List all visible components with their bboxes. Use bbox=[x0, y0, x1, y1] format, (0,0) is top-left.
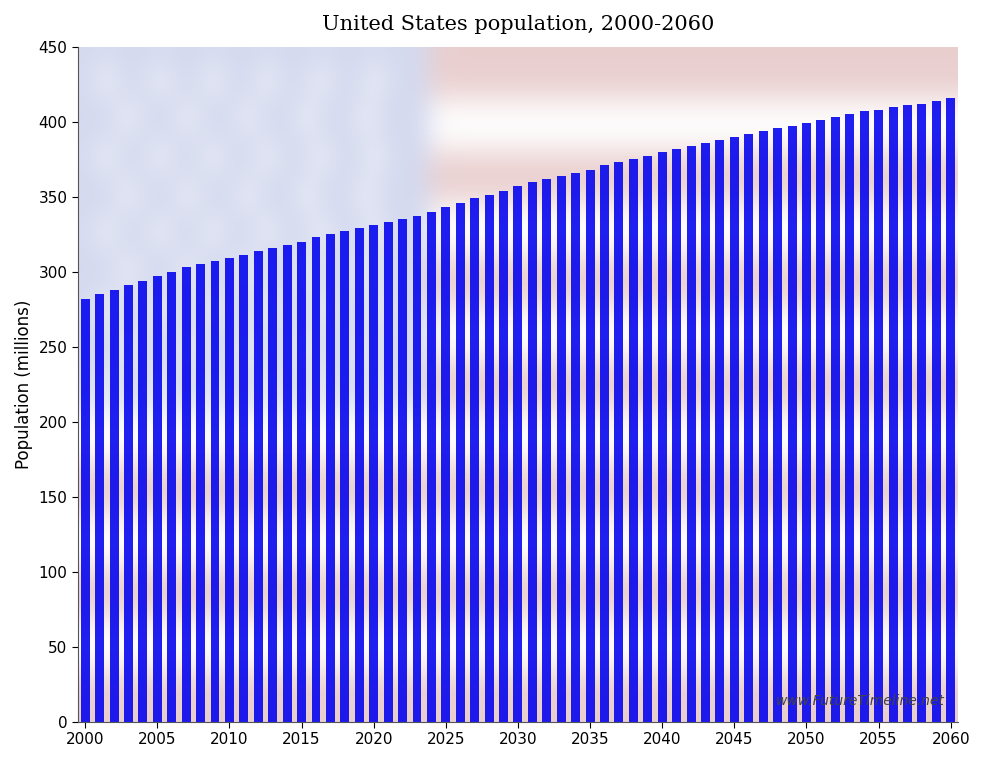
Bar bbox=[658, 152, 667, 722]
Bar bbox=[903, 105, 912, 722]
Bar bbox=[384, 223, 392, 722]
Bar bbox=[744, 133, 753, 722]
Bar bbox=[456, 203, 464, 722]
Bar bbox=[138, 280, 147, 722]
Text: www.FutureTimeline.net: www.FutureTimeline.net bbox=[776, 694, 945, 708]
Bar bbox=[369, 225, 379, 722]
Bar bbox=[225, 258, 234, 722]
Bar bbox=[499, 190, 508, 722]
Bar bbox=[875, 110, 883, 722]
Bar bbox=[124, 285, 133, 722]
Bar bbox=[196, 264, 205, 722]
Bar bbox=[153, 276, 162, 722]
Y-axis label: Population (millions): Population (millions) bbox=[15, 299, 33, 469]
Bar bbox=[109, 290, 118, 722]
Bar bbox=[326, 234, 335, 722]
Bar bbox=[600, 165, 609, 722]
Bar bbox=[181, 267, 190, 722]
Bar bbox=[614, 162, 623, 722]
Bar bbox=[629, 159, 638, 722]
Bar bbox=[211, 261, 220, 722]
Bar bbox=[427, 212, 436, 722]
Bar bbox=[586, 170, 595, 722]
Bar bbox=[672, 149, 681, 722]
Bar bbox=[643, 156, 653, 722]
Bar bbox=[802, 123, 810, 722]
Bar bbox=[716, 139, 725, 722]
Bar bbox=[485, 195, 494, 722]
Bar bbox=[557, 176, 566, 722]
Bar bbox=[312, 237, 320, 722]
Bar bbox=[571, 173, 580, 722]
Bar bbox=[917, 104, 927, 722]
Bar bbox=[816, 120, 825, 722]
Bar bbox=[442, 207, 451, 722]
Bar bbox=[283, 245, 292, 722]
Bar bbox=[759, 130, 768, 722]
Bar bbox=[701, 142, 710, 722]
Bar bbox=[730, 136, 739, 722]
Bar bbox=[240, 255, 248, 722]
Bar bbox=[542, 178, 551, 722]
Bar bbox=[845, 114, 854, 722]
Bar bbox=[268, 248, 277, 722]
Bar bbox=[773, 128, 782, 722]
Bar bbox=[412, 216, 421, 722]
Bar bbox=[81, 299, 90, 722]
Bar bbox=[398, 219, 407, 722]
Bar bbox=[355, 228, 364, 722]
Bar bbox=[888, 107, 897, 722]
Bar bbox=[947, 98, 955, 722]
Bar bbox=[95, 294, 105, 722]
Bar bbox=[528, 181, 536, 722]
Bar bbox=[932, 101, 941, 722]
Bar bbox=[831, 117, 840, 722]
Bar bbox=[788, 126, 797, 722]
Bar bbox=[860, 111, 869, 722]
Bar bbox=[168, 271, 176, 722]
Bar bbox=[470, 198, 479, 722]
Bar bbox=[297, 242, 306, 722]
Bar bbox=[340, 231, 349, 722]
Bar bbox=[514, 186, 523, 722]
Bar bbox=[253, 251, 262, 722]
Bar bbox=[686, 146, 695, 722]
Title: United States population, 2000-2060: United States population, 2000-2060 bbox=[321, 15, 714, 34]
